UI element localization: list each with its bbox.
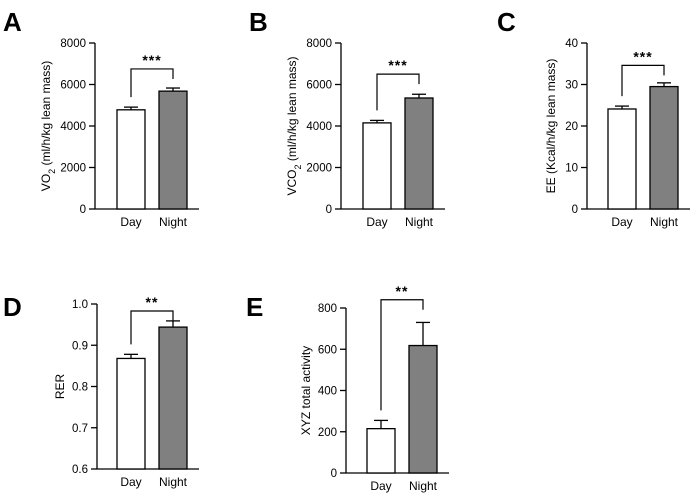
x-category-label: Night <box>159 215 188 229</box>
bar-night <box>408 344 438 474</box>
bar-night <box>158 326 188 470</box>
panel-letter-c: C <box>497 7 516 37</box>
significance-label: *** <box>142 52 161 68</box>
y-axis-title: XYZ total activity <box>299 346 313 435</box>
x-category-label: Night <box>409 479 438 493</box>
y-axis-title: EE (Kcal/h/kg lean mass) <box>544 59 558 194</box>
y-tick-label: 10 <box>565 163 578 175</box>
y-tick-label: 4000 <box>60 121 86 133</box>
bar-night <box>404 97 434 210</box>
x-category-label: Night <box>159 475 188 489</box>
x-category-label: Day <box>120 475 141 489</box>
significance-label: *** <box>633 48 652 64</box>
panel-d: D 0.6 0.7 0.8 0.9 1.0 Day Night ** RER <box>3 292 199 489</box>
y-tick-label: 20 <box>565 121 578 133</box>
y-tick-label: 0.7 <box>72 423 88 435</box>
y-axis-title: VO2 (ml/h/kg lean mass) <box>39 61 57 191</box>
significance-bracket <box>130 310 174 345</box>
y-axis-title-part: XYZ total activity <box>299 346 313 435</box>
y-tick-label: 40 <box>565 38 578 50</box>
x-category-label: Night <box>650 215 679 229</box>
panel-letter-a: A <box>3 7 22 37</box>
y-tick-label: 400 <box>318 386 337 398</box>
y-tick-label: 30 <box>565 80 578 92</box>
y-tick-label: 0.6 <box>72 464 88 476</box>
y-axis-title-part: VO <box>39 174 53 191</box>
bar-day <box>116 109 146 210</box>
y-tick-label: 0.9 <box>72 340 88 352</box>
significance-bracket <box>621 64 665 97</box>
panel-letter-d: D <box>3 292 22 322</box>
y-tick-label: 0.8 <box>72 382 88 394</box>
y-axis-title-part: 2 <box>293 165 303 170</box>
significance-label: ** <box>396 283 409 299</box>
panel-a: A 0 2000 4000 6000 8000 Day Night *** VO2 (ml/h/k… <box>3 7 199 229</box>
y-tick-label: 200 <box>318 427 337 439</box>
x-category-label: Day <box>370 479 391 493</box>
y-axis-title-part: EE (Kcal/h/kg lean mass) <box>544 59 558 194</box>
panel-e: E 0 200 400 600 800 Day Night ** XYZ total activi… <box>246 283 449 493</box>
y-tick-label: 2000 <box>306 163 332 175</box>
x-category-label: Night <box>405 215 434 229</box>
significance-label: ** <box>146 294 159 310</box>
y-tick-label: 4000 <box>306 121 332 133</box>
y-tick-label: 1.0 <box>72 299 88 311</box>
y-tick-label: 0 <box>80 204 86 216</box>
significance-label: *** <box>388 57 407 73</box>
y-axis-title-part: 2 <box>47 169 57 174</box>
y-tick-label: 600 <box>318 344 337 356</box>
y-tick-label: 6000 <box>306 80 332 92</box>
y-tick-label: 0 <box>572 204 578 216</box>
significance-bracket <box>380 299 424 411</box>
y-tick-label: 2000 <box>60 163 86 175</box>
bar-day <box>362 122 392 210</box>
x-category-label: Day <box>611 215 632 229</box>
y-axis-title-part: (ml/h/kg lean mass) <box>39 61 53 169</box>
panel-letter-e: E <box>246 292 263 322</box>
bar-day <box>366 428 396 474</box>
y-tick-label: 6000 <box>60 80 86 92</box>
y-tick-label: 0 <box>331 468 337 480</box>
x-category-label: Day <box>366 215 387 229</box>
significance-bracket <box>130 68 174 98</box>
bar-day <box>116 357 146 470</box>
x-category-label: Day <box>120 215 141 229</box>
panel-c: C 0 10 20 30 40 Day Night *** EE (Kcal/h/kg lean … <box>497 7 690 229</box>
y-axis-title-part: (ml/h/kg lean mass) <box>285 56 299 164</box>
y-axis-title-part: VCO <box>285 170 299 196</box>
y-tick-label: 8000 <box>306 38 332 50</box>
y-axis-title: VCO2 (ml/h/kg lean mass) <box>285 56 303 195</box>
panel-letter-b: B <box>249 7 268 37</box>
bar-night <box>649 85 679 210</box>
y-axis-title-part: RER <box>53 374 67 400</box>
panel-b: B 0 2000 4000 6000 8000 Day Night *** VCO2 (ml/h/… <box>249 7 445 229</box>
y-tick-label: 8000 <box>60 38 86 50</box>
y-tick-label: 0 <box>326 204 332 216</box>
bar-day <box>607 108 637 210</box>
significance-bracket <box>376 73 420 111</box>
y-axis-title: RER <box>53 374 67 400</box>
bar-night <box>158 90 188 210</box>
y-tick-label: 800 <box>318 303 337 315</box>
